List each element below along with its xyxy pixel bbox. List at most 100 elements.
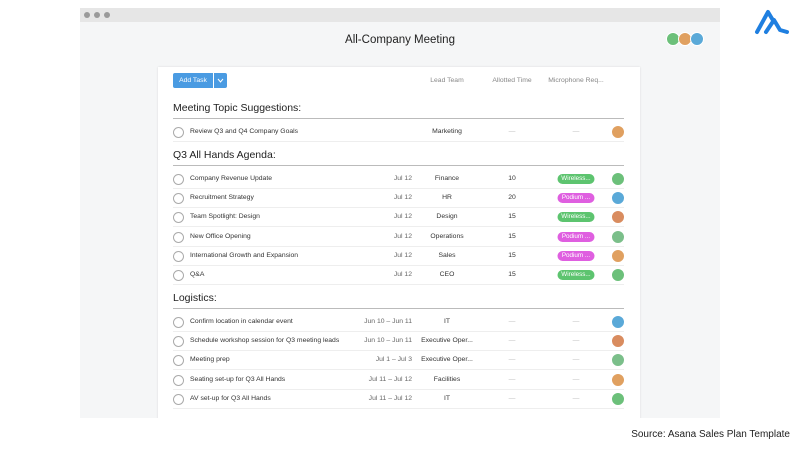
task-name[interactable]: Seating set-up for Q3 All Hands [190,375,286,383]
row-divider [173,407,624,409]
due-date: Jun 10 – Jun 11 [364,318,412,325]
due-date: Jul 11 – Jul 12 [368,375,412,383]
row-divider [173,369,624,371]
allotted-time: 20 [508,194,516,202]
microphone-tag: Podium ... [557,231,595,242]
assignee-avatar [611,353,625,368]
asana-logo [755,10,789,34]
task-checkbox[interactable] [173,336,184,348]
task-checkbox[interactable] [173,127,184,138]
allotted-time: 10 [508,175,516,182]
project-title: All-Company Meeting [345,34,455,46]
column-header[interactable]: Allotted Time [492,77,532,84]
due-date: Jul 1 – Jul 3 [375,356,412,364]
lead-team: Design [436,213,458,221]
row-divider [173,350,624,352]
assignee-avatar [611,334,625,349]
assignee-avatar [611,172,625,186]
task-checkbox[interactable] [173,355,184,367]
allotted-time: — [508,394,516,402]
due-date: Jul 12 [393,194,412,202]
row-divider [173,331,624,332]
assignee-avatar [611,391,625,406]
lead-team: HR [442,194,452,202]
lead-team: Operations [430,232,464,240]
section-heading: Logistics: [173,292,217,304]
task-checkbox[interactable] [173,393,184,405]
task-name[interactable]: Q&A [190,271,205,278]
task-name[interactable]: Confirm location in calendar event [190,318,293,325]
assignee-avatar [611,191,625,206]
task-name[interactable]: Schedule workshop session for Q3 meeting… [190,337,340,345]
lead-team: CEO [439,271,455,278]
lead-team: Marketing [432,128,462,135]
section-heading: Q3 All Hands Agenda: [173,149,276,161]
task-name[interactable]: New Office Opening [190,232,251,240]
task-checkbox[interactable] [173,231,184,243]
allotted-time: 15 [508,271,516,278]
row-divider [173,284,624,285]
assignee-avatar [611,248,625,263]
row-divider [173,245,624,247]
microphone-tag: — [572,318,580,325]
allotted-time: 15 [508,251,516,259]
lead-team: IT [443,394,451,402]
task-name[interactable]: AV set-up for Q3 All Hands [190,394,271,402]
task-name[interactable]: Team Spotlight: Design [190,213,260,221]
member-avatar [690,32,704,46]
task-checkbox[interactable] [173,270,184,281]
assignee-avatar [611,125,625,139]
app-window: All-Company Meeting Add Task Lead Team Al… [80,8,720,418]
allotted-time: — [508,337,516,345]
lead-team: Sales [438,251,456,259]
microphone-tag: Wireless... [557,212,595,223]
task-name[interactable]: Recruitment Strategy [190,194,254,202]
due-date: Jul 12 [393,232,412,240]
allotted-time: — [508,375,516,383]
due-date: Jul 11 – Jul 12 [368,394,412,402]
lead-team: Finance [434,175,460,182]
task-checkbox[interactable] [173,174,184,185]
microphone-tag: — [572,375,580,383]
microphone-tag: Podium ... [557,193,595,204]
assignee-avatar [611,268,625,282]
allotted-time: 15 [508,213,516,221]
column-header[interactable]: Microphone Req... [548,77,604,84]
assignee-avatar [611,372,625,387]
microphone-tag: Podium ... [557,250,595,261]
row-divider [173,226,624,228]
column-header[interactable]: Lead Team [430,77,464,84]
window-dot [94,12,100,18]
allotted-time: — [508,318,516,325]
lead-team: IT [443,318,451,325]
allotted-time: 15 [508,232,516,240]
add-task-button[interactable]: Add Task [173,73,213,88]
dropdown-icon [217,78,224,83]
row-divider [173,188,624,189]
microphone-tag: Wireless... [557,270,595,280]
assignee-avatar [611,315,625,329]
task-list-panel [158,67,640,418]
task-name[interactable]: Meeting prep [190,356,230,364]
microphone-tag: — [572,394,580,402]
section-divider [173,308,624,309]
task-checkbox[interactable] [173,374,184,386]
task-checkbox[interactable] [173,212,184,224]
task-checkbox[interactable] [173,250,184,262]
lead-team: Facilities [433,375,461,383]
microphone-tag: — [572,128,580,135]
due-date: Jul 12 [393,271,412,278]
window-bar [80,8,720,22]
allotted-time: — [508,356,516,364]
add-task-dropdown[interactable] [214,73,227,88]
due-date: Jul 12 [393,175,412,182]
task-checkbox[interactable] [173,317,184,328]
due-date: Jul 12 [393,251,412,259]
assignee-avatar [611,210,625,225]
task-name[interactable]: International Growth and Expansion [190,251,299,259]
task-name[interactable]: Review Q3 and Q4 Company Goals [190,128,299,135]
task-checkbox[interactable] [173,193,184,205]
task-name[interactable]: Company Revenue Update [190,175,272,182]
row-divider [173,141,624,142]
